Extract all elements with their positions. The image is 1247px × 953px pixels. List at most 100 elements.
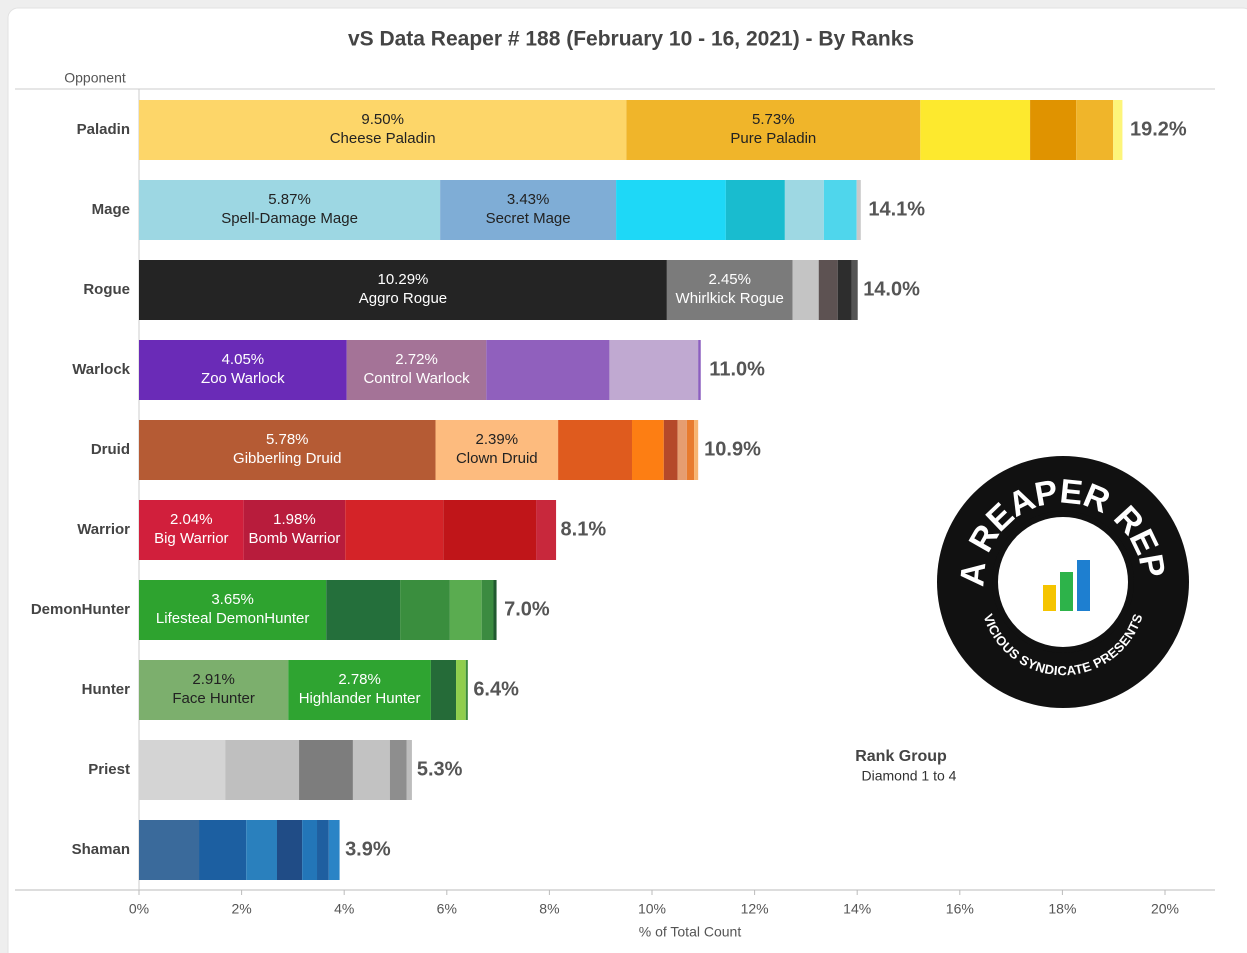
x-tick-label: 8%: [539, 901, 559, 917]
bar-segment: [352, 740, 390, 800]
segment-value-label: 4.05%: [222, 351, 265, 368]
bar-segment: [493, 580, 497, 640]
y-tick-label: Warrior: [77, 521, 130, 538]
y-tick-label: Shaman: [72, 841, 130, 858]
bar-segment: [465, 660, 468, 720]
segment-name: Gibberling Druid: [233, 450, 341, 467]
bar-segment: [139, 580, 327, 640]
segment-name: Cheese Paladin: [330, 130, 436, 147]
total-label: 10.9%: [704, 438, 761, 460]
segment-name: Lifesteal DemonHunter: [156, 610, 309, 627]
filter-title: Rank Group: [855, 748, 947, 765]
bar-segment: [440, 180, 617, 240]
x-tick-label: 6%: [437, 901, 457, 917]
y-tick-label: Warlock: [72, 361, 130, 378]
y-tick-label: Paladin: [77, 121, 130, 138]
bar-segment: [139, 100, 627, 160]
bar-segment: [666, 260, 793, 320]
bar-segment: [698, 340, 701, 400]
bar-segment: [616, 180, 726, 240]
bar-segment: [302, 820, 318, 880]
segment-name: Whirlkick Rogue: [676, 290, 784, 307]
y-axis-label: Opponent: [64, 70, 126, 86]
total-label: 5.3%: [417, 758, 463, 780]
segment-value-label: 2.91%: [192, 671, 235, 688]
segment-value-label: 1.98%: [273, 511, 316, 528]
total-label: 14.0%: [863, 278, 920, 300]
segment-value-label: 9.50%: [361, 111, 404, 128]
segment-value-label: 10.29%: [378, 271, 429, 288]
segment-name: Spell-Damage Mage: [221, 210, 358, 227]
x-tick-label: 16%: [946, 901, 974, 917]
y-tick-label: DemonHunter: [31, 601, 130, 618]
bar-segment: [139, 340, 347, 400]
segment-value-label: 3.43%: [507, 191, 550, 208]
segment-name: Highlander Hunter: [299, 690, 421, 707]
segment-value-label: 5.87%: [268, 191, 311, 208]
bar-segment: [406, 740, 412, 800]
bar-segment: [430, 660, 457, 720]
bar-segment: [317, 820, 329, 880]
bar-segment: [631, 420, 664, 480]
segment-name: Big Warrior: [154, 530, 228, 547]
bar-segment: [456, 660, 466, 720]
bar-segment: [851, 260, 858, 320]
bar-segment: [328, 820, 340, 880]
segment-value-label: 2.04%: [170, 511, 213, 528]
bar-segment: [276, 820, 303, 880]
bar-segment: [435, 420, 559, 480]
bar-segment: [389, 740, 407, 800]
bar-segment: [443, 500, 537, 560]
total-label: 11.0%: [709, 358, 765, 380]
chart-title: vS Data Reaper # 188 (February 10 - 16, …: [348, 28, 914, 51]
bar-segment: [1113, 100, 1123, 160]
bar-segment: [486, 340, 610, 400]
segment-name: Face Hunter: [172, 690, 255, 707]
segment-name: Bomb Warrior: [248, 530, 340, 547]
segment-name: Clown Druid: [456, 450, 538, 467]
bar-segment: [609, 340, 699, 400]
bar-segment: [558, 420, 632, 480]
segment-name: Secret Mage: [486, 210, 571, 227]
bar-segment: [481, 580, 494, 640]
bar-segment: [784, 180, 824, 240]
total-label: 14.1%: [868, 198, 925, 220]
segment-value-label: 5.73%: [752, 111, 795, 128]
x-axis-label: % of Total Count: [639, 924, 742, 940]
bar-segment: [1076, 100, 1114, 160]
segment-value-label: 2.45%: [708, 271, 751, 288]
bar-segment: [346, 340, 487, 400]
x-tick-label: 18%: [1048, 901, 1076, 917]
bar-segment: [449, 580, 482, 640]
segment-name: Pure Paladin: [730, 130, 816, 147]
bar-segment: [139, 180, 441, 240]
bar-segment: [823, 180, 857, 240]
bar-segment: [677, 420, 687, 480]
bar-segment: [837, 260, 852, 320]
bar-segment: [694, 420, 699, 480]
bar-segment: [536, 500, 557, 560]
logo-bar: [1043, 585, 1056, 611]
y-tick-label: Druid: [91, 441, 130, 458]
segment-value-label: 2.78%: [338, 671, 381, 688]
total-label: 3.9%: [345, 838, 391, 860]
bar-segment: [243, 500, 346, 560]
bar-segment: [1030, 100, 1077, 160]
bar-segment: [139, 740, 226, 800]
y-tick-label: Priest: [88, 761, 130, 778]
bar-segment: [663, 420, 678, 480]
bar-segment: [920, 100, 1031, 160]
filter-value: Diamond 1 to 4: [862, 768, 957, 784]
x-tick-label: 0%: [129, 901, 149, 917]
segment-value-label: 5.78%: [266, 431, 309, 448]
bar-segment: [400, 580, 450, 640]
y-tick-label: Rogue: [83, 281, 130, 298]
bar-segment: [686, 420, 695, 480]
total-label: 19.2%: [1130, 118, 1187, 140]
bar-segment: [199, 820, 247, 880]
segment-name: Zoo Warlock: [201, 370, 285, 387]
bar-segment: [818, 260, 838, 320]
segment-name: Aggro Rogue: [359, 290, 447, 307]
segment-value-label: 2.72%: [395, 351, 438, 368]
